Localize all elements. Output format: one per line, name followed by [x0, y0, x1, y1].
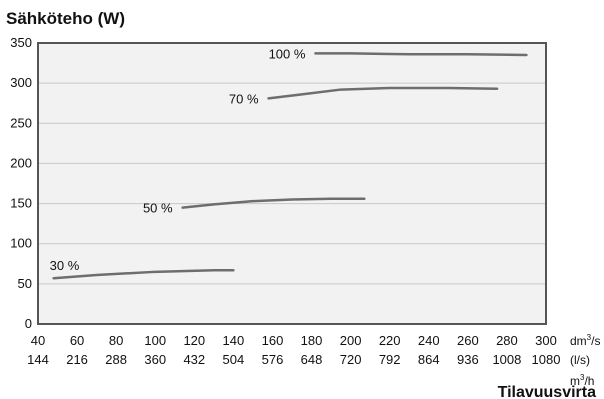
- unit-ls: (l/s): [570, 353, 590, 367]
- y-tick-label: 200: [10, 155, 32, 170]
- x-tick-label-m3h: 576: [262, 352, 284, 367]
- x-tick-label-m3h: 864: [418, 352, 440, 367]
- series-label: 30 %: [50, 258, 80, 273]
- series-line: [181, 197, 366, 209]
- x-tick-label-m3h: 648: [301, 352, 323, 367]
- x-tick-label: 260: [457, 333, 479, 348]
- x-axis-ticks-ls: 40 60 80 100 120 140 160 180 200 220 240 260 280 300: [31, 333, 557, 348]
- x-tick-label-m3h: 1008: [492, 352, 521, 367]
- x-tick-label: 200: [340, 333, 362, 348]
- series-line: [52, 268, 235, 280]
- y-tick-label: 350: [10, 35, 32, 50]
- y-axis-ticks: 0 50 100 150 200 250 300 350: [10, 35, 32, 331]
- x-tick-label-m3h: 144: [27, 352, 49, 367]
- y-tick-label: 300: [10, 75, 32, 90]
- series-label: 100 %: [269, 46, 306, 61]
- x-tick-label: 300: [535, 333, 557, 348]
- y-tick-label: 100: [10, 236, 32, 251]
- x-tick-label-m3h: 288: [105, 352, 127, 367]
- x-tick-label-m3h: 936: [457, 352, 479, 367]
- x-tick-label: 120: [183, 333, 205, 348]
- x-tick-label-m3h: 216: [66, 352, 88, 367]
- x-tick-label: 240: [418, 333, 440, 348]
- x-tick-label: 220: [379, 333, 401, 348]
- series-label: 70 %: [229, 91, 259, 106]
- x-tick-label-m3h: 720: [340, 352, 362, 367]
- x-axis-ticks-m3h: 144 216 288 360 432 504 576 648 720 792 864 936 1008…: [27, 352, 560, 367]
- x-tick-label: 280: [496, 333, 518, 348]
- series-line: [267, 86, 499, 100]
- y-tick-label: 0: [25, 316, 32, 331]
- series-lines: 30 % 50 % 70 % 100 %: [50, 46, 528, 280]
- y-tick-label: 150: [10, 196, 32, 211]
- series-line: [314, 52, 528, 57]
- x-tick-label-m3h: 360: [144, 352, 166, 367]
- x-tick-label: 180: [301, 333, 323, 348]
- x-tick-label: 100: [144, 333, 166, 348]
- x-tick-label-m3h: 1080: [532, 352, 561, 367]
- x-tick-label-m3h: 792: [379, 352, 401, 367]
- x-tick-label: 160: [262, 333, 284, 348]
- x-tick-label-m3h: 504: [223, 352, 245, 367]
- plot-frame: [37, 42, 547, 325]
- series-label: 50 %: [143, 201, 173, 216]
- x-tick-label: 140: [223, 333, 245, 348]
- y-tick-label: 250: [10, 115, 32, 130]
- unit-dm3s: dm3/s: [570, 333, 600, 348]
- x-tick-label: 60: [70, 333, 84, 348]
- y-tick-label: 50: [18, 276, 32, 291]
- chart-title: Sähköteho (W): [6, 9, 125, 28]
- x-tick-label-m3h: 432: [183, 352, 205, 367]
- plot-background: [38, 43, 546, 324]
- x-tick-label: 40: [31, 333, 45, 348]
- x-tick-label: 80: [109, 333, 123, 348]
- x-axis-title: Tilavuusvirta: [498, 384, 597, 399]
- gridlines: [38, 82, 546, 285]
- unit-m3h: m3/h: [570, 373, 594, 388]
